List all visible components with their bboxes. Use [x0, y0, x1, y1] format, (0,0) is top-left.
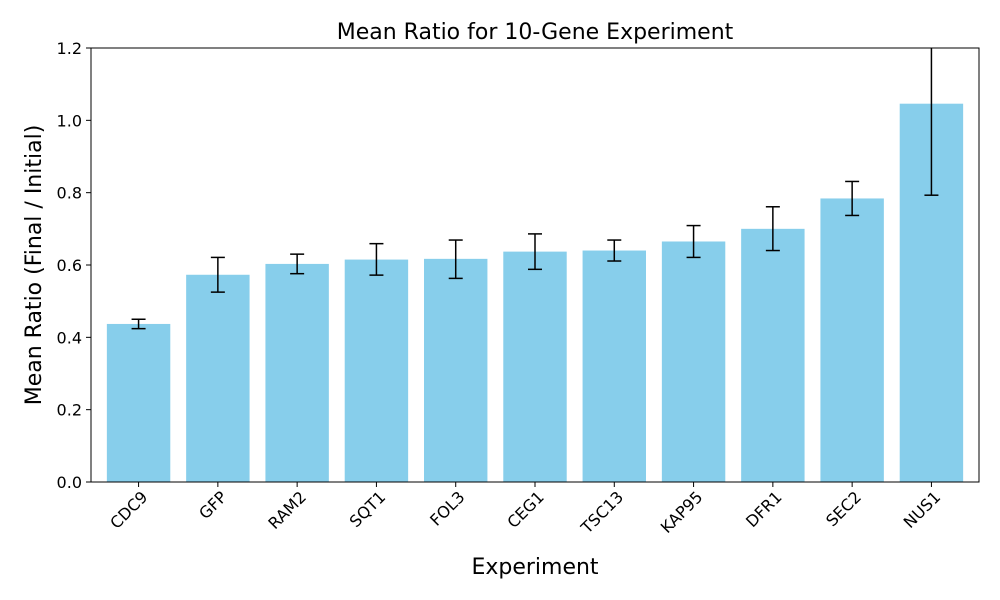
x-tick-label-ceg1: CEG1 [503, 487, 547, 531]
y-tick-label: 0.0 [57, 473, 82, 492]
error-bar-nus1 [924, 48, 939, 196]
chart-title: Mean Ratio for 10-Gene Experiment [337, 20, 734, 45]
error-bar-cdc9 [131, 318, 146, 330]
x-tick-label-gfp: GFP [195, 487, 231, 523]
error-bar-gfp [210, 256, 225, 293]
x-tick-label-ram2: RAM2 [264, 487, 310, 533]
error-bar-ram2 [290, 253, 305, 275]
x-tick-label-sqt1: SQT1 [346, 487, 390, 531]
bar-sec2 [820, 198, 884, 482]
bars-group [106, 103, 964, 483]
x-tick-label-fol3: FOL3 [426, 487, 468, 529]
error-bar-sqt1 [369, 242, 384, 276]
x-tick-label-dfr1: DFR1 [742, 487, 786, 531]
x-axis-label: Experiment [471, 555, 598, 580]
bar-kap95 [661, 241, 726, 482]
y-tick-label: 0.2 [57, 401, 82, 420]
bar-ceg1 [503, 251, 567, 482]
y-tick-label: 0.6 [57, 256, 82, 275]
bar-dfr1 [741, 228, 805, 482]
x-tick-label-cdc9: CDC9 [106, 487, 151, 532]
x-axis: CDC9 GFP RAM2 SQT1 FOL3 CEG1 TSC13 KAP95 DFR1 SEC… [106, 482, 944, 538]
error-bar-fol3 [448, 239, 463, 280]
bar-cdc9 [106, 323, 171, 482]
y-tick-label: 1.0 [57, 111, 82, 130]
error-bar-tsc13 [607, 239, 622, 262]
error-bar-kap95 [686, 224, 701, 259]
bar-ram2 [265, 263, 329, 482]
error-bar-ceg1 [528, 233, 542, 271]
bar-gfp [186, 274, 250, 482]
y-axis: 0.0 0.2 0.4 0.6 0.8 1.0 1.2 [57, 39, 91, 492]
x-tick-label-tsc13: TSC13 [577, 487, 628, 538]
y-tick-label: 1.2 [57, 39, 82, 58]
y-axis-label: Mean Ratio (Final / Initial) [22, 125, 47, 406]
x-tick-label-kap95: KAP95 [657, 487, 707, 537]
error-bar-sec2 [845, 180, 860, 217]
y-tick-label: 0.8 [57, 184, 82, 203]
x-tick-label-sec2: SEC2 [822, 487, 865, 530]
x-tick-label-nus1: NUS1 [900, 487, 945, 532]
y-tick-label: 0.4 [57, 328, 82, 347]
bar-fol3 [424, 258, 488, 482]
error-bar-dfr1 [765, 206, 780, 252]
error-bars-group [131, 48, 939, 330]
bar-tsc13 [582, 250, 646, 482]
bar-sqt1 [344, 259, 409, 482]
